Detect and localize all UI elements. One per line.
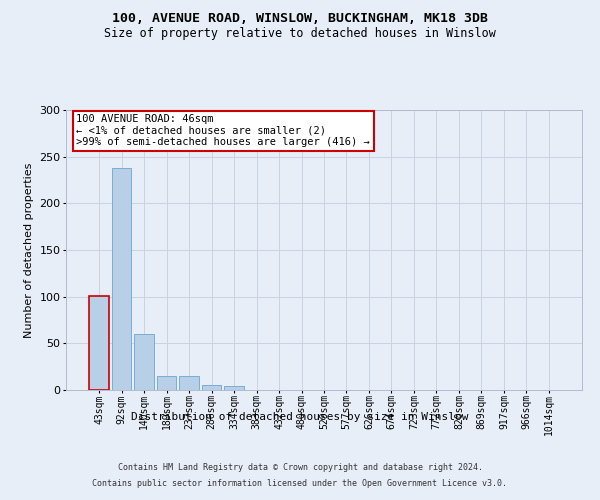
Bar bbox=[202, 386, 221, 390]
Bar bbox=[224, 386, 244, 390]
Text: 100 AVENUE ROAD: 46sqm
← <1% of detached houses are smaller (2)
>99% of semi-det: 100 AVENUE ROAD: 46sqm ← <1% of detached… bbox=[76, 114, 370, 148]
Text: 100, AVENUE ROAD, WINSLOW, BUCKINGHAM, MK18 3DB: 100, AVENUE ROAD, WINSLOW, BUCKINGHAM, M… bbox=[112, 12, 488, 26]
Text: Size of property relative to detached houses in Winslow: Size of property relative to detached ho… bbox=[104, 28, 496, 40]
Text: Contains HM Land Registry data © Crown copyright and database right 2024.: Contains HM Land Registry data © Crown c… bbox=[118, 464, 482, 472]
Bar bbox=[134, 334, 154, 390]
Bar bbox=[89, 296, 109, 390]
Text: Distribution of detached houses by size in Winslow: Distribution of detached houses by size … bbox=[131, 412, 469, 422]
Bar bbox=[157, 376, 176, 390]
Bar bbox=[179, 376, 199, 390]
Text: Contains public sector information licensed under the Open Government Licence v3: Contains public sector information licen… bbox=[92, 478, 508, 488]
Y-axis label: Number of detached properties: Number of detached properties bbox=[24, 162, 34, 338]
Bar bbox=[112, 168, 131, 390]
